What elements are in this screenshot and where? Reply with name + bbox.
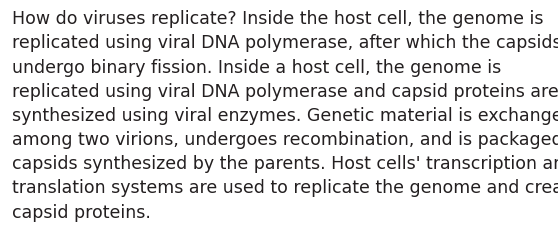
- Text: translation systems are used to replicate the genome and create: translation systems are used to replicat…: [12, 179, 558, 196]
- Text: capsid proteins.: capsid proteins.: [12, 203, 151, 221]
- Text: among two virions, undergoes recombination, and is packaged in: among two virions, undergoes recombinati…: [12, 131, 558, 148]
- Text: capsids synthesized by the parents. Host cells' transcription and: capsids synthesized by the parents. Host…: [12, 155, 558, 172]
- Text: replicated using viral DNA polymerase, after which the capsids: replicated using viral DNA polymerase, a…: [12, 34, 558, 52]
- Text: synthesized using viral enzymes. Genetic material is exchanged: synthesized using viral enzymes. Genetic…: [12, 106, 558, 124]
- Text: How do viruses replicate? Inside the host cell, the genome is: How do viruses replicate? Inside the hos…: [12, 10, 544, 28]
- Text: undergo binary fission. Inside a host cell, the genome is: undergo binary fission. Inside a host ce…: [12, 58, 502, 76]
- Text: replicated using viral DNA polymerase and capsid proteins are: replicated using viral DNA polymerase an…: [12, 82, 558, 100]
